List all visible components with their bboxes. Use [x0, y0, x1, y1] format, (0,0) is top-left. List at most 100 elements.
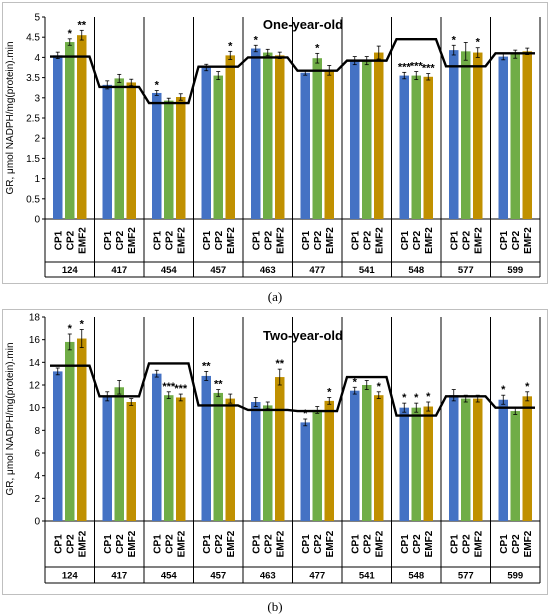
significance-mark: *	[452, 34, 457, 46]
bar-category-label: CP1	[449, 230, 460, 250]
significance-mark: *	[377, 381, 382, 393]
bar	[65, 42, 75, 219]
significance-mark: *	[303, 408, 308, 420]
bar-category-label: EMF2	[473, 530, 484, 557]
bar	[300, 72, 310, 219]
bar	[312, 409, 322, 521]
bar-category-label: CP2	[164, 230, 175, 250]
bar-category-label: CP2	[214, 230, 225, 250]
significance-mark: *	[228, 40, 233, 52]
bar-category-label: CP1	[152, 230, 163, 250]
bar-category-label: EMF2	[226, 227, 237, 254]
bar	[461, 51, 471, 220]
bar	[324, 70, 334, 219]
chart-title: Two-year-old	[263, 328, 343, 343]
bar	[498, 56, 508, 220]
bar-category-label: CP1	[301, 230, 312, 250]
bar-category-label: CP1	[301, 534, 312, 554]
significance-mark: ***	[410, 61, 424, 73]
bar-category-label: CP1	[103, 230, 114, 250]
bar-category-label: EMF2	[374, 227, 385, 254]
bar	[225, 398, 235, 521]
bar	[164, 100, 174, 219]
y-tick-label: 4	[34, 53, 40, 64]
bar	[201, 67, 211, 219]
bar-category-label: CP2	[115, 230, 126, 250]
bar	[65, 341, 75, 521]
significance-mark: *	[254, 34, 259, 46]
chart-panel-b: GR, μmol NADPH/mg(protein).min 0 2 4 6 8 10 12 1…	[2, 309, 548, 595]
bar-category-label: EMF2	[473, 227, 484, 254]
bar	[324, 400, 334, 521]
group-label: 541	[359, 571, 376, 582]
bar-category-label: EMF2	[523, 227, 534, 254]
bar	[225, 55, 235, 219]
significance-mark: *	[155, 80, 160, 92]
group-label: 463	[260, 265, 276, 276]
significance-mark: *	[327, 386, 332, 398]
bar-category-label: EMF2	[523, 530, 534, 557]
bar	[275, 377, 285, 521]
chart-title: One-year-old	[263, 17, 343, 32]
y-tick-label: 6	[34, 449, 40, 460]
bar-category-label: EMF2	[275, 227, 286, 254]
bar-category-label: EMF2	[424, 530, 435, 557]
bar	[251, 402, 261, 521]
bar	[102, 84, 112, 219]
group-label: 124	[62, 265, 79, 276]
group-label: 457	[210, 571, 226, 582]
bar-category-label: EMF2	[275, 530, 286, 557]
group-label: 454	[161, 571, 178, 582]
bar-category-label: CP1	[53, 230, 64, 250]
significance-mark: ***	[398, 61, 412, 73]
bar	[522, 51, 532, 220]
bar	[176, 397, 186, 521]
bar	[126, 82, 136, 219]
bar	[213, 392, 223, 521]
group-label: 577	[458, 265, 474, 276]
bar-category-label: CP2	[313, 534, 324, 554]
bar	[449, 395, 459, 521]
bar-category-label: CP1	[350, 230, 361, 250]
group-label: 454	[161, 265, 178, 276]
significance-mark: ***	[174, 383, 188, 395]
bar	[473, 398, 483, 521]
bar	[362, 60, 372, 219]
bar	[449, 50, 459, 220]
y-tick-label: 0	[34, 517, 40, 528]
y-tick-label: 1.5	[26, 154, 40, 165]
bar-category-label: CP1	[251, 230, 262, 250]
bar-category-label: EMF2	[325, 530, 336, 557]
y-tick-label: 2	[34, 134, 40, 145]
y-tick-label: 0.5	[26, 194, 40, 205]
bar-category-label: CP2	[511, 230, 522, 250]
bar-category-label: EMF2	[127, 227, 138, 254]
y-tick-label: 0	[34, 215, 40, 226]
bar	[411, 75, 421, 219]
y-tick-label: 18	[29, 313, 41, 324]
control-level-line	[50, 38, 535, 105]
significance-mark: *	[402, 392, 407, 404]
bar-category-label: CP2	[362, 534, 373, 554]
bar	[53, 371, 63, 521]
y-axis-title: GR, μmol NADPH/mg(protein).min	[5, 342, 16, 495]
bar-category-label: EMF2	[374, 530, 385, 557]
bar-category-label: CP1	[103, 534, 114, 554]
bar-category-label: CP2	[511, 534, 522, 554]
bar	[275, 55, 285, 219]
bar	[510, 54, 520, 219]
significance-mark: *	[80, 318, 85, 330]
bar	[263, 405, 273, 521]
significance-mark: *	[426, 391, 431, 403]
bar	[498, 399, 508, 521]
bar	[53, 55, 63, 219]
significance-mark: **	[77, 19, 86, 31]
bar	[350, 390, 360, 521]
bar	[399, 407, 409, 521]
bar	[350, 60, 360, 219]
significance-mark: *	[315, 42, 320, 54]
group-label: 417	[111, 265, 127, 276]
y-tick-label: 10	[29, 403, 41, 414]
bar	[263, 52, 273, 219]
bar-category-label: CP1	[202, 230, 213, 250]
